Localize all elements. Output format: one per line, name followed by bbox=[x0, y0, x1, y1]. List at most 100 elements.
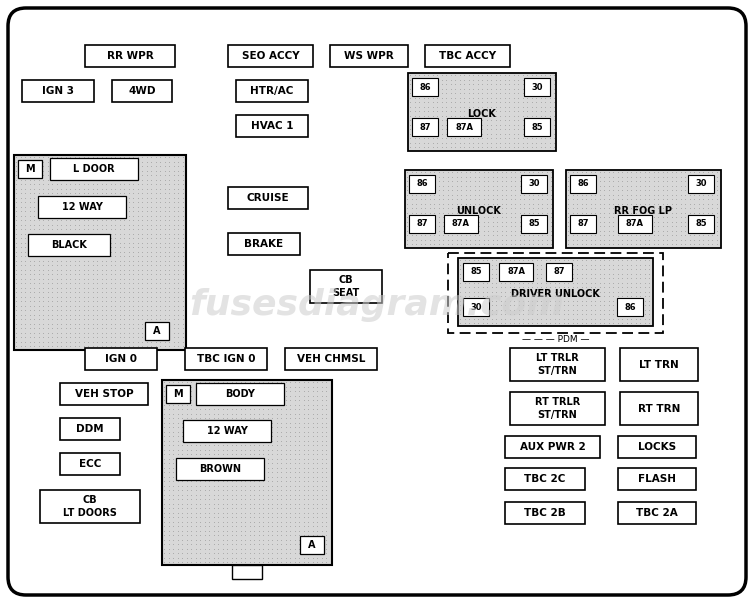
Point bbox=[14, 152, 26, 162]
Point bbox=[28, 238, 40, 247]
Point bbox=[289, 548, 301, 558]
Point bbox=[127, 161, 139, 171]
Point bbox=[428, 235, 440, 244]
Bar bbox=[688, 175, 714, 193]
Point bbox=[145, 278, 157, 288]
Point bbox=[176, 161, 188, 171]
Point bbox=[485, 115, 497, 125]
Point bbox=[136, 265, 148, 274]
Point bbox=[504, 172, 516, 182]
Point bbox=[413, 93, 425, 103]
Point bbox=[46, 201, 58, 211]
Point bbox=[253, 544, 265, 554]
Point bbox=[495, 291, 507, 301]
Point bbox=[46, 332, 58, 342]
Point bbox=[697, 212, 709, 222]
Point bbox=[428, 185, 440, 195]
Point bbox=[176, 544, 188, 554]
Point bbox=[476, 93, 488, 103]
Point bbox=[149, 332, 161, 342]
Point bbox=[616, 239, 628, 249]
Point bbox=[140, 219, 152, 229]
Point bbox=[10, 229, 22, 238]
Point bbox=[566, 286, 578, 296]
Point bbox=[440, 142, 452, 152]
Point bbox=[167, 287, 179, 297]
Point bbox=[216, 548, 228, 558]
Point bbox=[315, 436, 327, 446]
Point bbox=[149, 238, 161, 247]
Point bbox=[589, 239, 601, 249]
Point bbox=[324, 539, 336, 549]
Point bbox=[324, 453, 336, 463]
Point bbox=[140, 166, 152, 175]
Point bbox=[275, 503, 287, 513]
Point bbox=[19, 260, 31, 270]
Point bbox=[571, 230, 583, 240]
Point bbox=[625, 255, 637, 265]
Text: BODY: BODY bbox=[225, 389, 255, 399]
Point bbox=[598, 172, 610, 182]
Point bbox=[315, 476, 327, 486]
Point bbox=[280, 517, 292, 526]
Point bbox=[625, 167, 637, 177]
Point bbox=[171, 377, 183, 387]
Point bbox=[176, 539, 188, 549]
Point bbox=[593, 203, 605, 213]
Point bbox=[473, 181, 485, 191]
Point bbox=[221, 404, 233, 414]
Point bbox=[485, 93, 497, 103]
Point bbox=[315, 503, 327, 513]
Point bbox=[41, 274, 54, 283]
Point bbox=[51, 323, 63, 333]
Point bbox=[710, 203, 722, 213]
Point bbox=[172, 260, 184, 270]
Point bbox=[10, 247, 22, 256]
Point bbox=[657, 181, 669, 191]
Point bbox=[602, 185, 615, 195]
Point bbox=[14, 336, 26, 346]
Point bbox=[298, 530, 310, 540]
Point bbox=[60, 247, 72, 256]
Point bbox=[433, 185, 445, 195]
Point bbox=[203, 409, 215, 418]
Point bbox=[266, 395, 278, 405]
Point bbox=[10, 193, 22, 203]
Point bbox=[472, 300, 484, 310]
Point bbox=[158, 391, 170, 400]
Point bbox=[69, 301, 81, 311]
Point bbox=[176, 440, 188, 450]
Point bbox=[46, 184, 58, 194]
Point bbox=[415, 185, 427, 195]
Point bbox=[158, 193, 170, 203]
Point bbox=[455, 190, 467, 200]
Point bbox=[634, 181, 646, 191]
Point bbox=[639, 172, 651, 182]
Point bbox=[548, 255, 560, 265]
Point bbox=[504, 167, 516, 177]
Point bbox=[32, 161, 44, 171]
Point bbox=[105, 224, 117, 234]
Point bbox=[14, 201, 26, 211]
Point bbox=[495, 314, 507, 323]
Point bbox=[37, 323, 49, 333]
Point bbox=[486, 194, 498, 204]
Point bbox=[216, 553, 228, 563]
Point bbox=[315, 409, 327, 418]
Point bbox=[14, 251, 26, 261]
Point bbox=[60, 238, 72, 247]
Point bbox=[91, 152, 103, 162]
Point bbox=[607, 300, 619, 310]
Point bbox=[602, 255, 615, 265]
Point bbox=[167, 179, 179, 189]
Point bbox=[670, 221, 682, 231]
Point bbox=[158, 166, 170, 175]
Point bbox=[458, 70, 470, 80]
Point bbox=[41, 193, 54, 203]
Point bbox=[207, 530, 219, 540]
Point bbox=[589, 235, 601, 244]
Point bbox=[481, 300, 493, 310]
Point bbox=[73, 215, 85, 225]
Point bbox=[504, 273, 516, 283]
Point bbox=[239, 526, 251, 535]
